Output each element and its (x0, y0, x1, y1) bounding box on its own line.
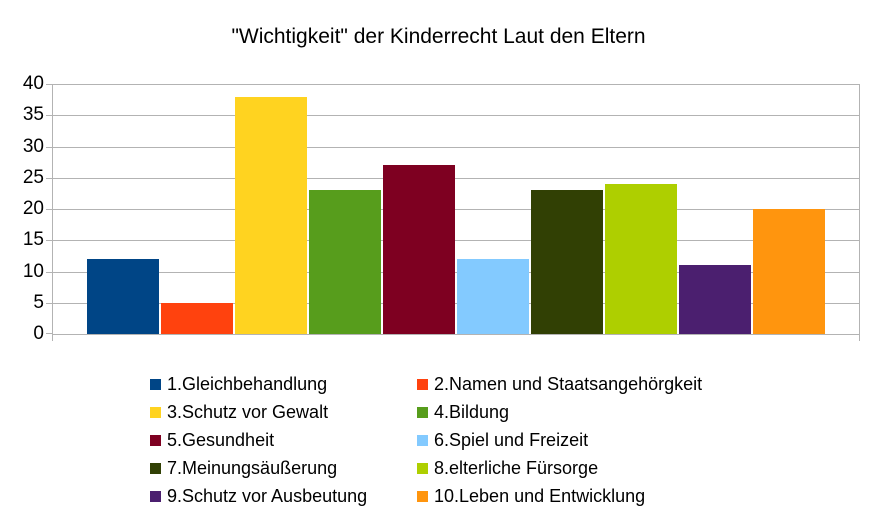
y-axis-tick-10 (46, 271, 52, 273)
bar-9 (679, 265, 751, 334)
legend-label-1: 1.Gleichbehandlung (167, 374, 328, 394)
legend-swatch-6 (417, 434, 428, 446)
bar-6 (457, 259, 529, 334)
y-tick-label-30: 30 (22, 135, 44, 157)
legend-swatch-10 (417, 490, 428, 502)
legend-swatch-1 (150, 378, 161, 390)
legend-item-4: 4.Bildung (417, 398, 702, 426)
y-tick-label-20: 20 (22, 198, 44, 219)
y-axis-tick-25 (46, 177, 52, 179)
y-axis-tick-40 (46, 84, 52, 85)
legend-item-5: 5.Gesundheit (150, 426, 417, 454)
legend-label-5: 5.Gesundheit (167, 430, 275, 450)
bar-4 (309, 190, 381, 334)
legend: 1.Gleichbehandlung 2.Namen und Staatsange… (150, 370, 702, 510)
y-axis-tick-15 (46, 240, 52, 242)
bar-1 (87, 259, 159, 334)
legend-swatch-2 (417, 378, 428, 390)
legend-label-2: 2.Namen und Staatsangehörgkeit (434, 374, 703, 394)
gridline-5 (53, 302, 859, 304)
y-axis-tick-30 (46, 146, 52, 148)
gridline-35 (53, 115, 859, 117)
gridline-10 (53, 271, 859, 273)
bar-10 (753, 209, 825, 334)
legend-swatch-8 (417, 462, 428, 474)
y-tick-label-25: 25 (22, 166, 44, 188)
y-axis-tick-20 (46, 209, 52, 210)
y-axis-tick-0 (46, 333, 52, 334)
legend-item-8: 8.elterliche Fürsorge (417, 454, 702, 482)
bar-3 (235, 96, 307, 334)
y-tick-label-35: 35 (22, 104, 44, 126)
bars (53, 84, 859, 334)
legend-swatch-9 (150, 490, 161, 502)
chart-title: "Wichtigkeit" der Kinderrecht Laut den E… (231, 25, 646, 48)
legend-label-10: 10.Leben und Entwicklung (434, 486, 646, 506)
legend-label-3: 3.Schutz vor Gewalt (167, 402, 329, 422)
legend-item-6: 6.Spiel und Freizeit (417, 426, 702, 454)
y-axis-tick-5 (46, 302, 52, 304)
legend-swatch-5 (150, 434, 161, 446)
legend-swatch-4 (417, 406, 428, 418)
plot-area (46, 84, 860, 341)
legend-item-1: 1.Gleichbehandlung (150, 370, 417, 398)
legend-swatch-7 (150, 462, 161, 474)
legend-item-9: 9.Schutz vor Ausbeutung (150, 482, 417, 510)
gridline-30 (53, 146, 859, 148)
x-axis-tick-right (859, 335, 860, 341)
legend-item-10: 10.Leben und Entwicklung (417, 482, 702, 510)
legend-label-6: 6.Spiel und Freizeit (434, 430, 589, 450)
y-axis-labels: 0 5 10 15 20 25 30 35 40 (0, 74, 44, 344)
legend-item-2: 2.Namen und Staatsangehörgkeit (417, 370, 702, 398)
y-tick-label-15: 15 (22, 229, 44, 251)
gridline-20 (53, 209, 859, 210)
y-tick-label-10: 10 (22, 260, 44, 282)
bar-2 (161, 302, 233, 334)
bar-5 (383, 165, 455, 334)
legend-label-9: 9.Schutz vor Ausbeutung (167, 486, 368, 506)
y-tick-label-5: 5 (33, 291, 44, 313)
gridline-40 (53, 84, 859, 85)
y-tick-label-40: 40 (22, 73, 44, 94)
gridline-25 (53, 177, 859, 179)
legend-item-7: 7.Meinungsäußerung (150, 454, 417, 482)
bar-8 (605, 184, 677, 334)
y-tick-label-0: 0 (33, 323, 44, 344)
legend-label-8: 8.elterliche Fürsorge (434, 458, 599, 478)
legend-swatch-3 (150, 406, 161, 418)
bar-7 (531, 190, 603, 334)
gridline-15 (53, 240, 859, 242)
x-axis-tick-left (52, 335, 53, 341)
legend-label-7: 7.Meinungsäußerung (167, 458, 338, 478)
y-axis-tick-35 (46, 115, 52, 117)
legend-label-4: 4.Bildung (434, 402, 510, 422)
legend-item-3: 3.Schutz vor Gewalt (150, 398, 417, 426)
